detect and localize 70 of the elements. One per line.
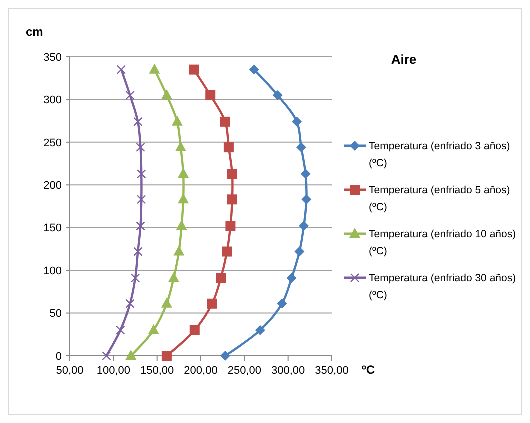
- point: [116, 326, 126, 335]
- point: [226, 221, 236, 232]
- x-tick-label: 150,00: [140, 365, 174, 377]
- y-tick-label: 300: [44, 94, 62, 107]
- point: [189, 64, 200, 75]
- legend-label: Temperatura (enfriado 5 años) (ºC): [369, 184, 510, 214]
- point: [255, 325, 266, 336]
- y-tick-label: 350: [44, 52, 62, 64]
- point: [175, 142, 186, 152]
- point: [224, 142, 234, 153]
- y-tick-label: 50: [50, 308, 62, 320]
- point: [161, 298, 172, 308]
- point: [190, 325, 200, 336]
- point: [299, 221, 310, 232]
- point: [286, 273, 297, 284]
- point: [126, 90, 135, 100]
- point: [216, 273, 226, 284]
- point: [148, 324, 160, 334]
- y-axis-title: cm: [26, 25, 44, 39]
- point: [126, 299, 135, 308]
- point: [300, 169, 311, 180]
- point: [174, 246, 185, 256]
- point: [178, 194, 190, 204]
- point: [277, 298, 288, 309]
- point: [136, 142, 146, 152]
- point: [130, 274, 140, 283]
- x-tick-label: 350,00: [315, 365, 349, 377]
- x-axis-title: ºC: [362, 363, 376, 377]
- point: [134, 117, 143, 127]
- x-tick-label: 200,00: [184, 365, 218, 377]
- point: [296, 142, 306, 153]
- point: [137, 169, 146, 179]
- point: [126, 350, 137, 360]
- x-tick-label: 250,00: [228, 365, 262, 377]
- point: [220, 116, 230, 127]
- point: [176, 220, 188, 230]
- text: Aire: [391, 52, 417, 67]
- point: [161, 89, 172, 100]
- legend-label: Temperatura (enfriado 3 años) (ºC): [369, 140, 510, 170]
- point: [137, 195, 146, 204]
- x-tick-label: 50,00: [56, 365, 84, 377]
- point: [292, 116, 302, 127]
- y-tick-label: 0: [56, 350, 62, 363]
- point: [227, 169, 238, 180]
- point: [168, 272, 180, 282]
- point: [272, 90, 283, 100]
- x-tick-label: 300,00: [272, 365, 306, 377]
- y-tick-label: 100: [44, 265, 62, 278]
- y-tick-label: 250: [44, 137, 62, 150]
- point: [222, 246, 232, 257]
- point: [162, 351, 172, 361]
- point: [227, 194, 238, 205]
- point: [249, 64, 260, 75]
- point: [102, 351, 112, 361]
- point: [172, 116, 183, 126]
- point: [302, 194, 312, 205]
- y-tick-label: 150: [44, 222, 62, 235]
- point: [149, 64, 160, 74]
- legend-label: Temperatura (enfriado 10 años) (ºC): [369, 228, 516, 258]
- point: [136, 222, 146, 231]
- point: [220, 351, 230, 361]
- point: [134, 247, 143, 256]
- y-tick-label: 200: [44, 180, 62, 192]
- point: [206, 90, 216, 100]
- x-tick-label: 100,00: [96, 365, 130, 377]
- point: [116, 65, 126, 74]
- legend-label: Temperatura (enfriado 30 años) (ºC): [369, 272, 516, 302]
- point: [178, 168, 190, 178]
- point: [294, 246, 305, 257]
- point: [207, 298, 218, 309]
